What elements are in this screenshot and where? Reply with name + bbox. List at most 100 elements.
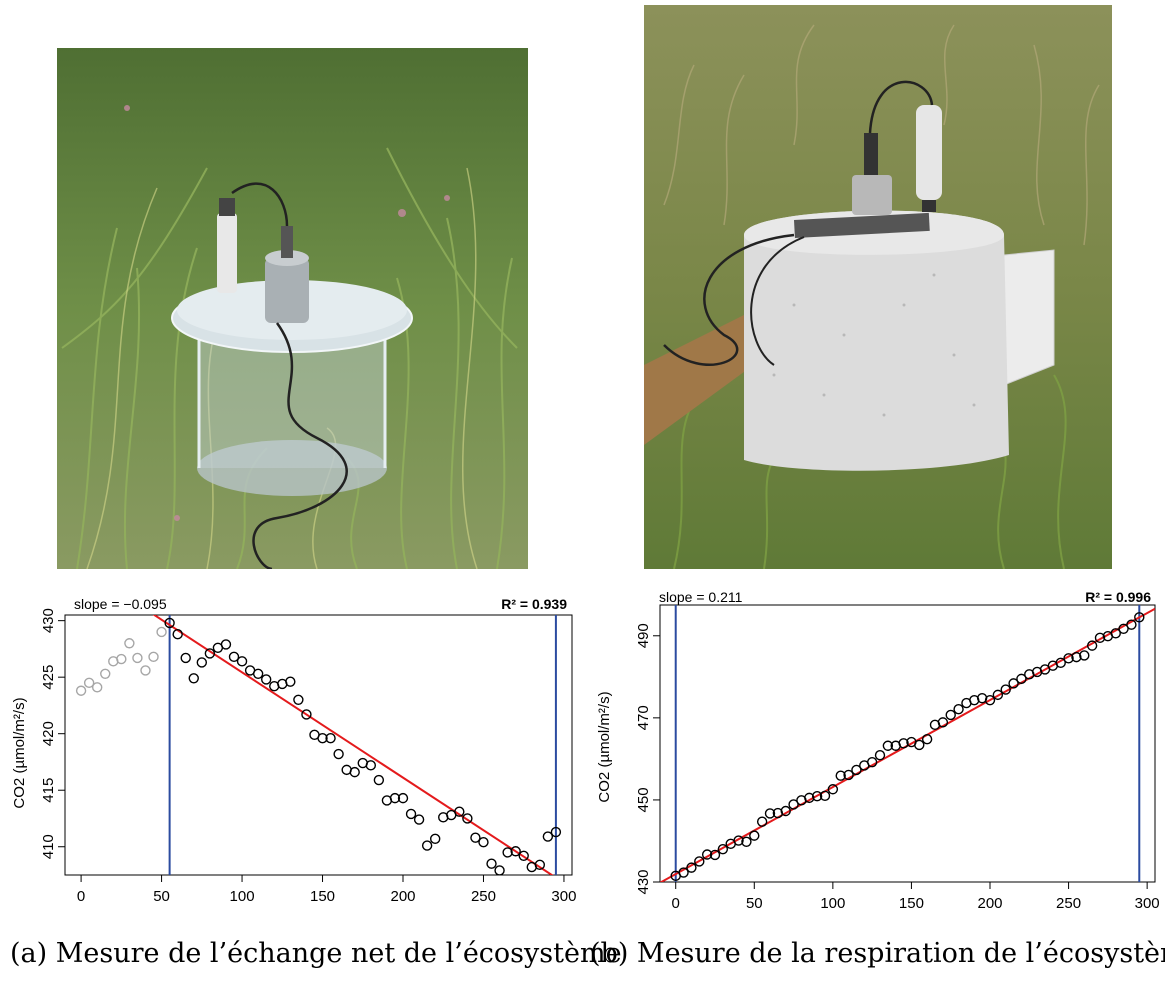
x-tick-label: 100 [820, 895, 845, 912]
y-tick-label: 450 [635, 787, 652, 812]
y-tick-label: 415 [40, 778, 57, 803]
x-tick-label: 300 [551, 888, 576, 905]
excluded-data-point [116, 653, 127, 665]
data-point [365, 760, 377, 771]
chart-a: slope = −0.095 R² = 0.939 CO2 (µmol/m²/s… [11, 596, 576, 905]
data-point [1016, 673, 1027, 685]
data-point [236, 656, 248, 667]
data-point [1063, 653, 1074, 664]
data-point [945, 709, 956, 721]
data-point [874, 749, 886, 761]
data-point [969, 695, 980, 706]
data-point [478, 837, 489, 848]
data-point [866, 756, 878, 768]
y-axis-label: CO2 (µmol/m²/s) [11, 697, 28, 808]
y-tick-label: 425 [40, 665, 57, 690]
data-point [882, 740, 894, 751]
data-point [172, 629, 183, 640]
data-point [293, 694, 304, 705]
data-point [1126, 619, 1137, 630]
data-point [462, 813, 473, 824]
data-point [542, 831, 554, 842]
data-point [780, 805, 791, 817]
data-point [914, 739, 925, 751]
data-point [454, 806, 465, 817]
data-point [317, 733, 328, 744]
data-point [819, 790, 831, 802]
excluded-data-point [140, 665, 151, 676]
opaque-chamber-photo [644, 5, 1112, 569]
slope-label: slope = −0.095 [74, 596, 167, 612]
data-point [429, 833, 441, 845]
x-tick-label: 0 [672, 895, 680, 912]
data-point [180, 652, 191, 664]
data-point [678, 867, 689, 878]
excluded-data-point [124, 638, 135, 649]
data-point [921, 733, 933, 745]
excluded-data-point [83, 677, 95, 689]
data-point [164, 617, 175, 629]
data-point [301, 709, 312, 720]
data-point [397, 792, 409, 804]
data-point [898, 738, 909, 749]
x-tick-label: 0 [77, 888, 85, 905]
data-point [835, 770, 846, 781]
data-point [260, 674, 272, 685]
data-point [1079, 650, 1090, 661]
data-point [709, 849, 721, 861]
excluded-data-point [156, 626, 167, 638]
data-point [389, 792, 401, 804]
data-point [413, 814, 425, 825]
data-point [188, 673, 199, 684]
data-point [984, 695, 996, 706]
y-axis-label: CO2 (µmol/m²/s) [596, 691, 613, 802]
excluded-data-point [148, 651, 159, 663]
data-point [494, 865, 505, 875]
data-point [937, 717, 949, 728]
x-tick-label: 150 [899, 895, 924, 912]
y-tick-label: 470 [635, 705, 652, 730]
r2-label: R² = 0.996 [1085, 589, 1151, 605]
caption-a: (a) Mesure de l’échange net de l’écosyst… [10, 938, 622, 969]
data-point [486, 858, 497, 869]
data-point [772, 807, 784, 819]
data-point [510, 846, 521, 857]
data-point [534, 859, 546, 871]
transparent-chamber-photo [57, 48, 528, 569]
regression-line [152, 615, 554, 875]
data-point [196, 657, 208, 668]
excluded-data-point [100, 668, 111, 679]
data-point [1110, 628, 1121, 639]
data-point [405, 808, 417, 820]
data-point [811, 791, 823, 802]
caption-b: (b) Mesure de la respiration de l’écosys… [590, 938, 1165, 969]
data-point [741, 836, 752, 847]
y-tick-label: 410 [40, 834, 57, 859]
data-point [333, 748, 344, 760]
data-point [717, 843, 729, 855]
data-point [827, 784, 839, 795]
y-tick-label: 430 [40, 608, 57, 633]
data-point [992, 689, 1004, 701]
data-point [1134, 612, 1145, 623]
data-point [1055, 657, 1066, 669]
x-tick-label: 250 [471, 888, 496, 905]
data-point [804, 792, 815, 804]
slope-label: slope = 0.211 [659, 589, 743, 605]
y-tick-label: 430 [635, 869, 652, 894]
data-point [252, 668, 264, 679]
data-point [550, 826, 562, 838]
plot-area [660, 605, 1155, 882]
plot-frame [659, 604, 1156, 883]
x-tick-label: 250 [1056, 895, 1081, 912]
plot-frame [64, 614, 573, 876]
data-point [349, 766, 360, 778]
data-point [953, 704, 964, 715]
r2-label: R² = 0.939 [501, 596, 567, 612]
y-tick-label: 420 [40, 721, 57, 746]
data-point [421, 840, 433, 851]
x-tick-label: 50 [153, 888, 170, 905]
data-point [285, 676, 296, 687]
x-tick-label: 300 [1135, 895, 1160, 912]
excluded-data-point [75, 685, 87, 696]
